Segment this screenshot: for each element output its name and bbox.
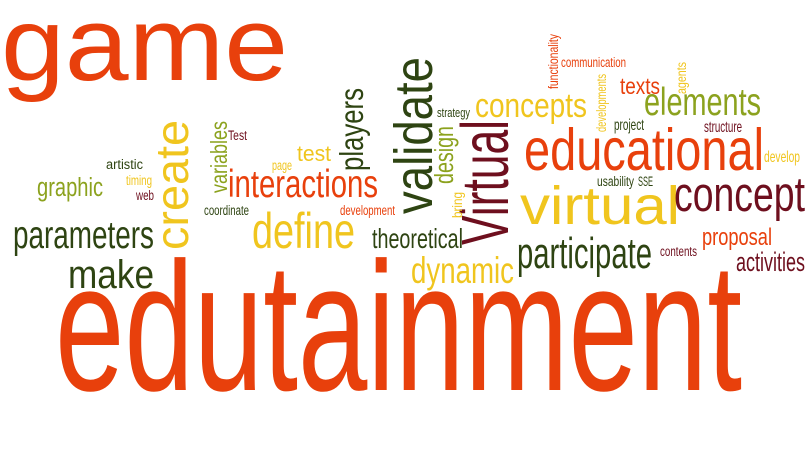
word-players: players: [334, 87, 371, 171]
word-communication: communication: [561, 53, 627, 70]
word-develop: develop: [764, 148, 801, 166]
word-parameters: parameters: [13, 214, 155, 258]
word-developments: developments: [592, 73, 609, 132]
word-contents: contents: [660, 242, 698, 259]
word-coordinate: coordinate: [204, 201, 250, 218]
word-test: Test: [228, 126, 248, 143]
word-create: create: [146, 119, 199, 250]
word-theoretical: theoretical: [372, 221, 464, 254]
word-elements: elements: [644, 81, 762, 125]
word-artistic: artistic: [106, 155, 144, 172]
word-educational: educational: [524, 118, 765, 184]
word-web: web: [136, 186, 155, 203]
word-functionality: functionality: [544, 33, 561, 89]
word-concept: concept: [674, 167, 805, 222]
word-participate: participate: [517, 230, 653, 279]
word-agents: agents: [672, 61, 689, 94]
word-virtual: virtual: [520, 175, 681, 236]
word-activities: activities: [736, 246, 805, 277]
word-structure: structure: [704, 118, 743, 136]
word-design: design: [431, 125, 460, 184]
word-development: development: [340, 201, 396, 218]
word-define: define: [252, 202, 356, 259]
word-usability: usability: [597, 172, 635, 189]
word-bring: bring: [448, 191, 465, 218]
word-make: make: [68, 253, 155, 298]
word-proposal: proposal: [702, 224, 773, 252]
word-strategy: strategy: [437, 105, 471, 121]
word-graphic: graphic: [37, 174, 104, 203]
word-project: project: [614, 116, 645, 134]
word-game: game: [1, 0, 289, 104]
word-test: test: [297, 140, 332, 166]
word-texts: texts: [620, 72, 661, 99]
word-interactions: interactions: [228, 163, 379, 207]
word-page: page: [272, 156, 293, 173]
word-timing: timing: [126, 171, 153, 188]
word-dynamic: dynamic: [411, 249, 515, 292]
word-edutainment: edutainment: [55, 223, 743, 429]
word-sse: SSE: [638, 172, 654, 189]
word-concepts: concepts: [475, 86, 588, 125]
